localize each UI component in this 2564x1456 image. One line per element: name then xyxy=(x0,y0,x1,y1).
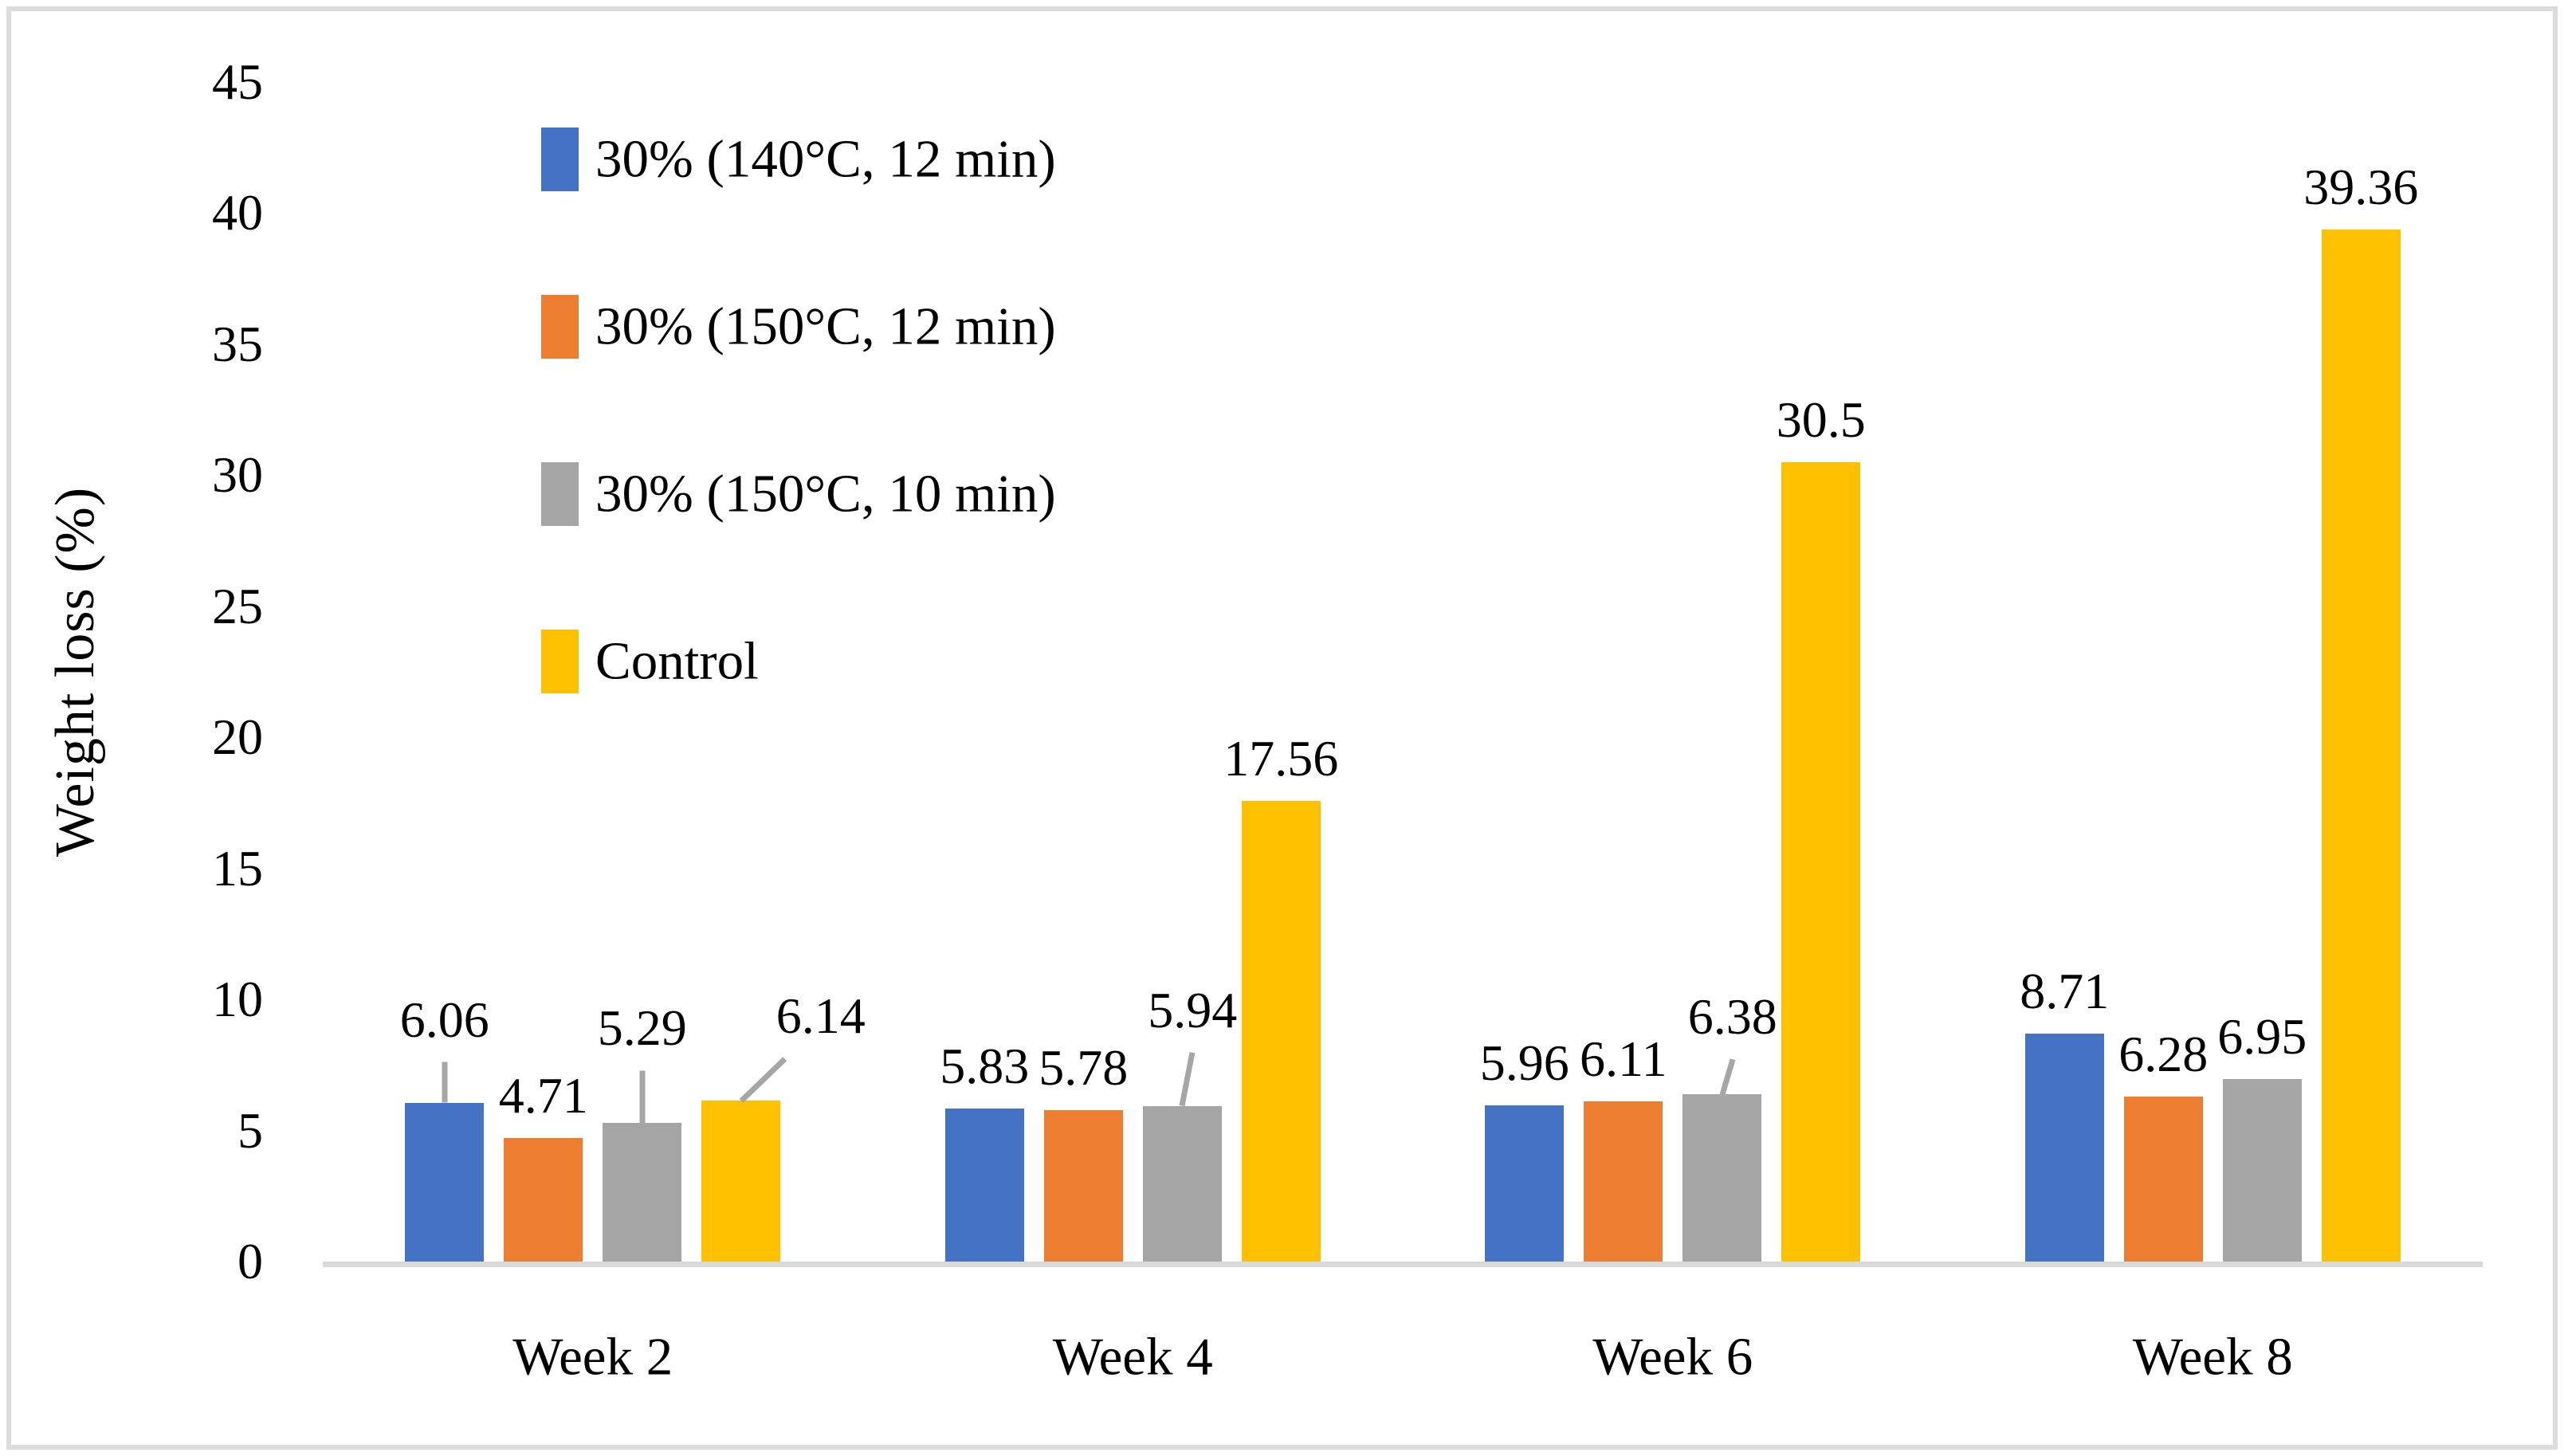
data-label: 5.96 xyxy=(1479,1034,1569,1091)
bar-30% (150°C, 10 min)-Week 8 xyxy=(2222,1079,2302,1262)
data-label: 6.28 xyxy=(2118,1026,2209,1083)
data-label: 30.5 xyxy=(1776,390,1866,448)
bar-Control-Week 8 xyxy=(2321,230,2401,1262)
category-label: Week 4 xyxy=(1052,1327,1213,1387)
data-label: 17.56 xyxy=(1223,730,1339,787)
bar-30% (150°C, 12 min)-Week 8 xyxy=(2123,1097,2203,1262)
data-label: 39.36 xyxy=(2303,159,2419,216)
y-axis-title: Weight loss (%) xyxy=(45,486,106,858)
category-label: Week 2 xyxy=(512,1327,673,1387)
data-label: 5.78 xyxy=(1039,1038,1129,1096)
data-label: 6.11 xyxy=(1579,1030,1667,1088)
bar-30% (150°C, 10 min)-Week 4 xyxy=(1142,1105,1222,1262)
y-tick-label: 0 xyxy=(238,1233,263,1289)
bar-30% (150°C, 10 min)-Week 6 xyxy=(1683,1094,1762,1262)
y-tick-label: 35 xyxy=(212,315,263,372)
legend-swatch xyxy=(541,630,579,693)
legend-swatch xyxy=(541,462,579,526)
x-axis-line xyxy=(323,1262,2483,1267)
y-tick-label: 15 xyxy=(212,839,263,897)
data-label: 6.06 xyxy=(399,991,489,1048)
bar-Control-Week 4 xyxy=(1241,801,1321,1262)
error-whisker xyxy=(1179,1051,1196,1107)
bar-30% (140°C, 12 min)-Week 4 xyxy=(944,1109,1024,1262)
bar-30% (140°C, 12 min)-Week 6 xyxy=(1485,1105,1565,1262)
y-tick-label: 40 xyxy=(212,184,263,241)
data-label: 6.38 xyxy=(1687,988,1777,1046)
bar-30% (150°C, 12 min)-Week 6 xyxy=(1584,1101,1663,1262)
data-label: 4.71 xyxy=(498,1067,588,1124)
bar-30% (140°C, 12 min)-Week 2 xyxy=(405,1102,485,1262)
data-label: 6.95 xyxy=(2217,1008,2307,1066)
data-label: 5.94 xyxy=(1148,981,1238,1038)
y-tick-label: 20 xyxy=(212,708,263,766)
data-label: 5.83 xyxy=(940,1038,1030,1095)
bar-30% (140°C, 12 min)-Week 8 xyxy=(2024,1033,2104,1262)
error-whisker xyxy=(442,1062,448,1103)
error-whisker xyxy=(639,1070,646,1124)
leader-line xyxy=(739,1056,787,1103)
legend-label: 30% (150°C, 12 min) xyxy=(595,296,1056,356)
error-whisker xyxy=(1719,1058,1736,1096)
legend-swatch xyxy=(541,295,579,359)
bar-30% (150°C, 12 min)-Week 2 xyxy=(504,1138,583,1262)
data-label: 8.71 xyxy=(2020,962,2110,1019)
y-tick-label: 25 xyxy=(212,577,263,634)
category-label: Week 8 xyxy=(2132,1327,2293,1387)
data-label: 5.29 xyxy=(597,999,687,1057)
bar-Control-Week 6 xyxy=(1781,461,1861,1262)
y-tick-label: 10 xyxy=(212,971,263,1028)
y-tick-label: 45 xyxy=(212,53,263,110)
data-label: 6.14 xyxy=(775,987,866,1045)
y-tick-label: 5 xyxy=(238,1101,263,1159)
legend-swatch xyxy=(541,128,579,191)
bar-Control-Week 2 xyxy=(701,1101,781,1262)
bar-30% (150°C, 10 min)-Week 2 xyxy=(603,1123,682,1262)
legend-label: Control xyxy=(595,631,759,691)
legend-label: 30% (140°C, 12 min) xyxy=(595,129,1056,189)
y-tick-label: 30 xyxy=(212,446,263,504)
category-label: Week 6 xyxy=(1592,1327,1753,1387)
bar-30% (150°C, 12 min)-Week 4 xyxy=(1043,1109,1123,1262)
legend-label: 30% (150°C, 10 min) xyxy=(595,464,1056,524)
